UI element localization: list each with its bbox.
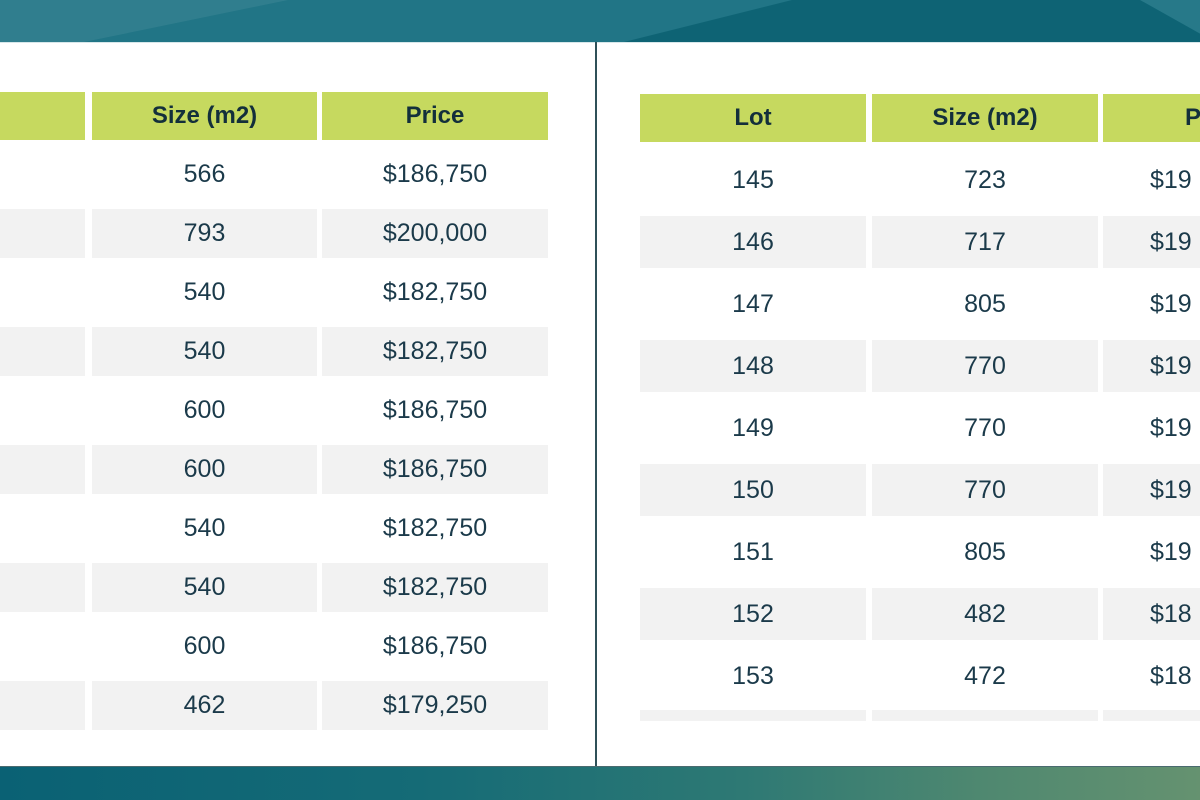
table-row: 540 $182,750 [0,263,548,322]
table-cell: 540 [183,514,226,542]
table-row: 600 $186,750 [0,440,548,499]
table-cell: 540 [92,327,317,376]
table-cell-partial [872,710,1098,721]
table-cell [0,150,85,199]
table-cell: $182,750 [322,327,548,376]
table-cell [0,622,85,671]
table-cell: $19 [1103,340,1200,392]
table-cell: $186,750 [382,396,488,424]
table-cell: 149 [732,413,774,442]
table-cell: 152 [640,588,866,640]
table-cell [0,386,85,435]
table-cell: 540 [183,278,226,306]
table-cell: 482 [872,588,1098,640]
table-cell-partial [1103,710,1200,721]
table-cell: 150 [640,464,866,516]
table-row: 566 $186,750 [0,145,548,204]
table-cell [0,504,85,553]
table-cell [0,445,85,494]
table-cell: 153 [732,661,774,690]
column-header: Lot [640,94,866,142]
table-cell: $18 [1103,588,1200,640]
table-cell: 151 [732,537,774,566]
table-row: 540 $182,750 [0,558,548,617]
table-cell: $19 [1150,537,1192,566]
table-cell: $19 [1103,216,1200,268]
table-cell: 770 [872,340,1098,392]
column-header [0,92,85,140]
table-cell: $179,250 [322,681,548,730]
table-cell: 566 [183,160,226,188]
table-cell: 717 [872,216,1098,268]
table-row: 462 $179,250 [0,676,548,735]
table-row: 600 $186,750 [0,617,548,676]
table-cell: 472 [964,661,1006,690]
table-row: 148 770 $19 [640,335,1200,397]
table-row: 150 770 $19 [640,459,1200,521]
table-cell: 723 [964,165,1006,194]
table-cell [0,563,85,612]
table-cell: $182,750 [382,514,488,542]
page-divider [595,42,597,766]
table-row: 600 $186,750 [0,381,548,440]
table-cell: $19 [1103,464,1200,516]
table-cell: $19 [1150,289,1192,318]
table-row: 145 723 $19 [640,149,1200,211]
table-cell: 770 [872,464,1098,516]
table-cell-partial [640,710,866,721]
table-cell: $182,750 [322,563,548,612]
table-cell: $19 [1150,413,1192,442]
column-gap [85,92,92,140]
table-row: 540 $182,750 [0,322,548,381]
table-header-row: Lot Size (m2) P [640,94,1200,142]
table-cell: 462 [92,681,317,730]
table-cell: 540 [92,563,317,612]
table-row: 540 $182,750 [0,499,548,558]
table-cell: $186,750 [322,445,548,494]
table-cell [0,209,85,258]
column-header: Price [322,92,548,140]
table-cell: 600 [183,632,226,660]
column-header: Size (m2) [92,92,317,140]
table-row: 152 482 $18 [640,583,1200,645]
price-table-left-page: Size (m2) Price 566 $186,750 793 $200,000 540 $… [0,92,548,735]
table-cell: 805 [964,537,1006,566]
table-cell: 600 [183,396,226,424]
table-header-row: Size (m2) Price [0,92,548,140]
table-cell: $186,750 [382,632,488,660]
table-cell: 793 [92,209,317,258]
table-cell: $182,750 [382,278,488,306]
table-cell [0,327,85,376]
price-table-right-page: Lot Size (m2) P 145 723 $19 146 717 $19 147 805 $19… [640,94,1200,721]
table-cell: 146 [640,216,866,268]
table-cell: $200,000 [322,209,548,258]
column-header: Size (m2) [872,94,1098,142]
table-row: 153 472 $18 [640,645,1200,707]
table-cell: 147 [732,289,774,318]
table-row: 147 805 $19 [640,273,1200,335]
partial-next-row [640,710,1200,721]
table-cell: 148 [640,340,866,392]
table-cell: $19 [1150,165,1192,194]
column-header: P [1103,94,1200,142]
table-cell [0,268,85,317]
table-cell: 770 [964,413,1006,442]
table-row: 149 770 $19 [640,397,1200,459]
table-cell: $186,750 [382,160,488,188]
table-row: 151 805 $19 [640,521,1200,583]
table-cell: 805 [964,289,1006,318]
table-cell: $18 [1150,661,1192,690]
bottom-banner [0,766,1200,800]
top-banner [0,0,1200,43]
table-cell [0,681,85,730]
table-cell: 600 [92,445,317,494]
table-cell: 145 [732,165,774,194]
table-row: 793 $200,000 [0,204,548,263]
table-row: 146 717 $19 [640,211,1200,273]
